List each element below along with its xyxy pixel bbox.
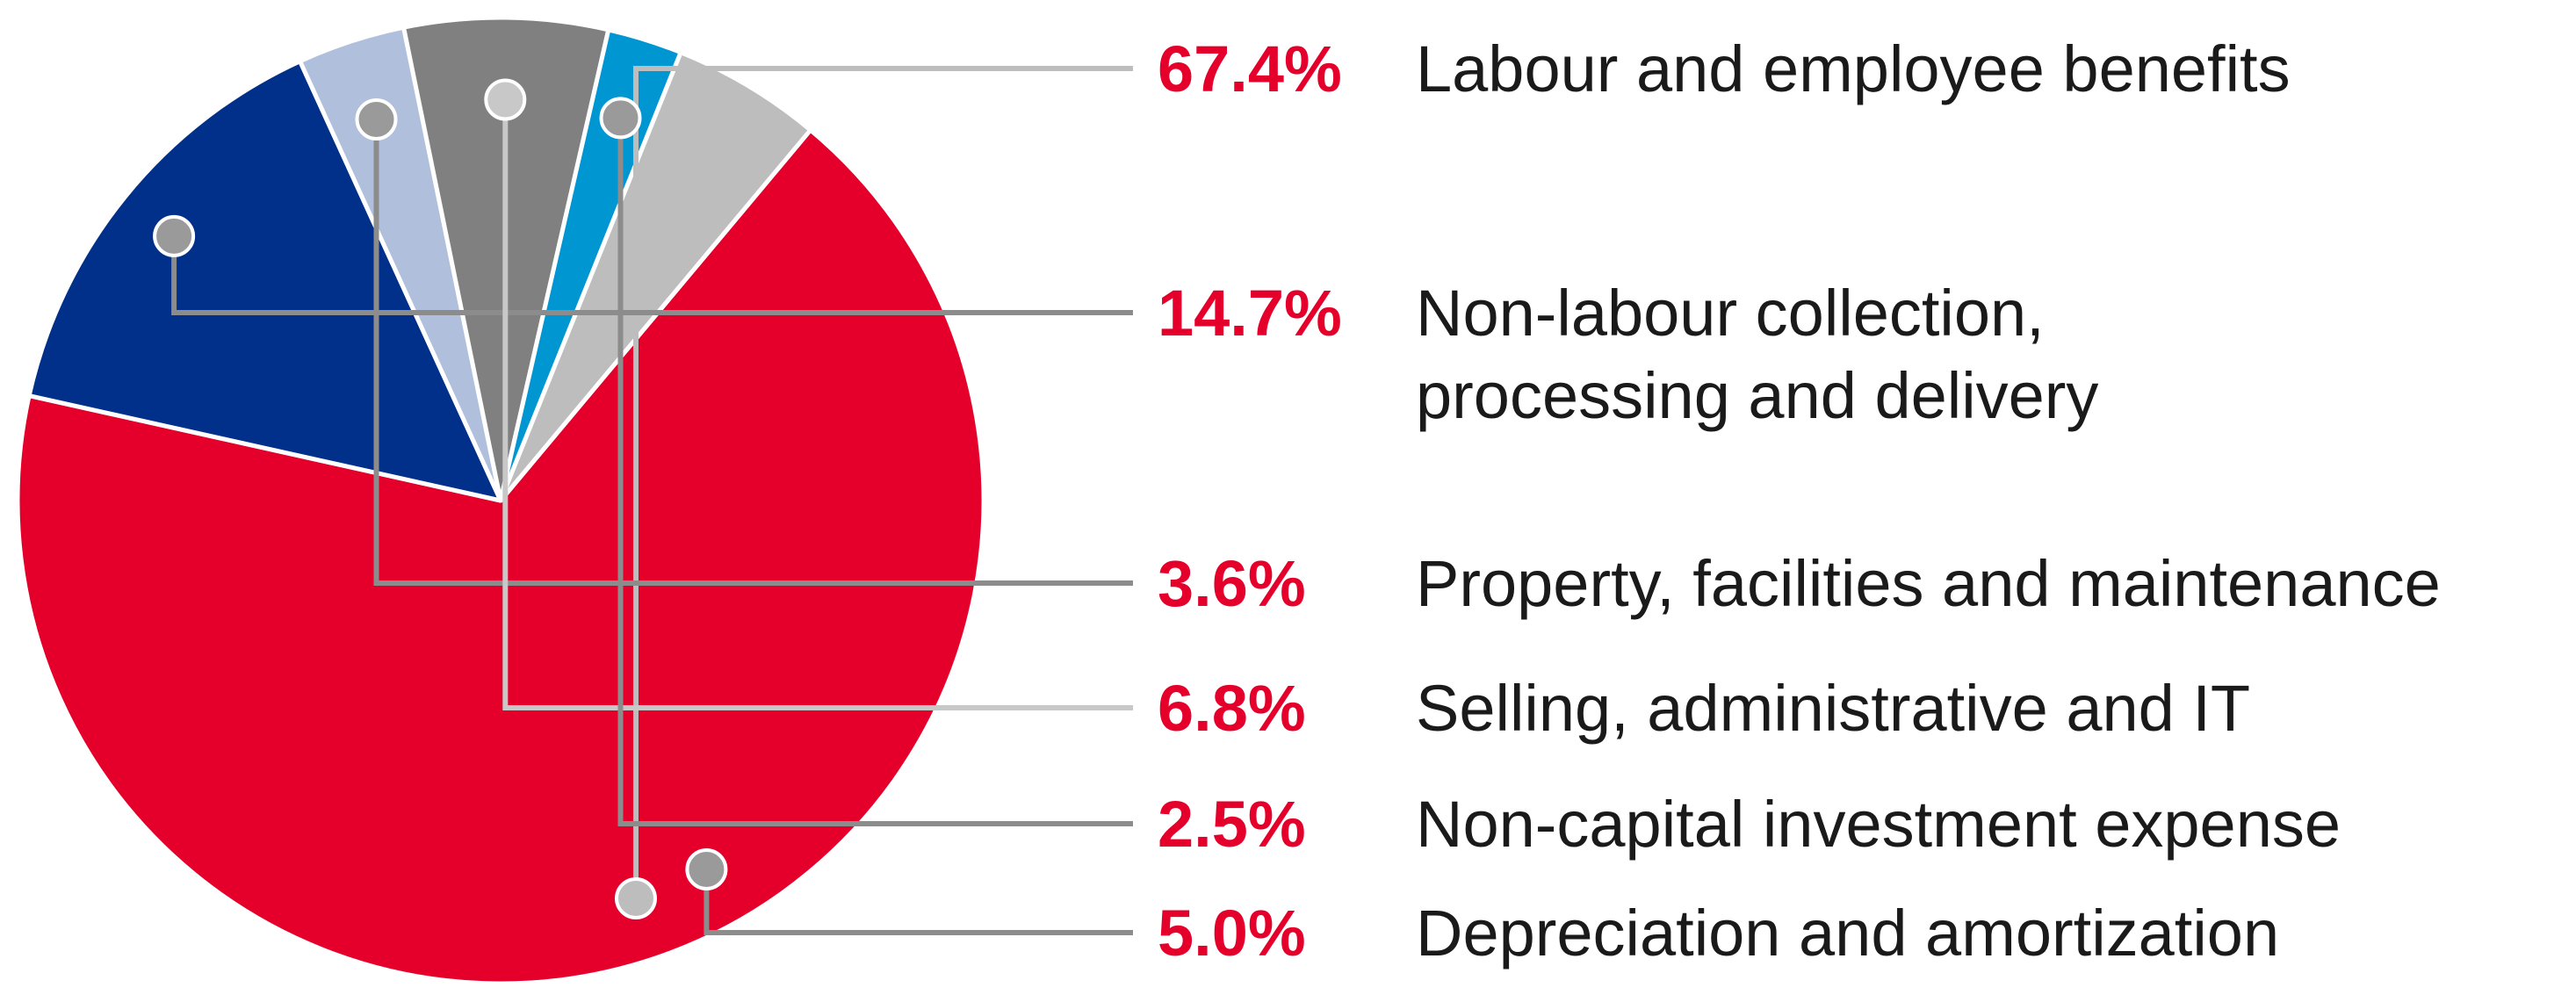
- category-label-labour-and-employee-benefits: Labour and employee benefits: [1416, 32, 2291, 105]
- leader-line-non-labour-collection-processing-and-delivery: [171, 235, 1133, 315]
- value-label-non-labour-collection-processing-and-delivery: 14.7%: [1158, 277, 1342, 350]
- leader-line-property-facilities-and-maintenance: [373, 119, 1133, 586]
- leader-dot-labour-and-employee-benefits: [615, 877, 657, 919]
- pie-slices: [15, 15, 986, 986]
- value-label-selling-administrative-and-it: 6.8%: [1158, 672, 1306, 745]
- leader-dot-depreciation-and-amortization: [685, 848, 728, 890]
- pie-slice-depreciation-and-amortization: [498, 50, 813, 503]
- category-label-non-labour-collection-processing-and-delivery-line-1: Non-labour collection,: [1416, 277, 2045, 350]
- value-label-property-facilities-and-maintenance: 3.6%: [1158, 547, 1306, 620]
- leader-dot-non-labour-collection-processing-and-delivery: [153, 214, 196, 257]
- category-label-non-capital-investment-expense: Non-capital investment expense: [1416, 788, 2341, 861]
- category-label-depreciation-and-amortization: Depreciation and amortization: [1416, 897, 2279, 970]
- leader-dot-selling-administrative-and-it: [484, 78, 527, 121]
- category-label-property-facilities-and-maintenance: Property, facilities and maintenance: [1416, 547, 2441, 620]
- value-label-labour-and-employee-benefits: 67.4%: [1158, 32, 1342, 105]
- leader-line-selling-administrative-and-it: [502, 99, 1133, 710]
- pie-slice-labour-and-employee-benefits: [15, 127, 986, 986]
- leader-line-non-capital-investment-expense: [617, 118, 1133, 826]
- slice-labels: 67.4% Labour and employee benefits 14.7% No…: [1158, 32, 2441, 970]
- leader-dot-property-facilities-and-maintenance: [355, 98, 398, 141]
- leader-line-labour-and-employee-benefits: [633, 66, 1133, 898]
- value-label-non-capital-investment-expense: 2.5%: [1158, 788, 1306, 861]
- leader-lines: [153, 66, 1133, 935]
- pie-slice-non-labour-collection-processing-and-delivery: [26, 59, 503, 503]
- category-label-non-labour-collection-processing-and-delivery-line-2: processing and delivery: [1416, 359, 2098, 432]
- category-label-selling-administrative-and-it: Selling, administrative and IT: [1416, 672, 2250, 745]
- leader-dot-non-capital-investment-expense: [599, 97, 642, 140]
- value-label-depreciation-and-amortization: 5.0%: [1158, 897, 1306, 970]
